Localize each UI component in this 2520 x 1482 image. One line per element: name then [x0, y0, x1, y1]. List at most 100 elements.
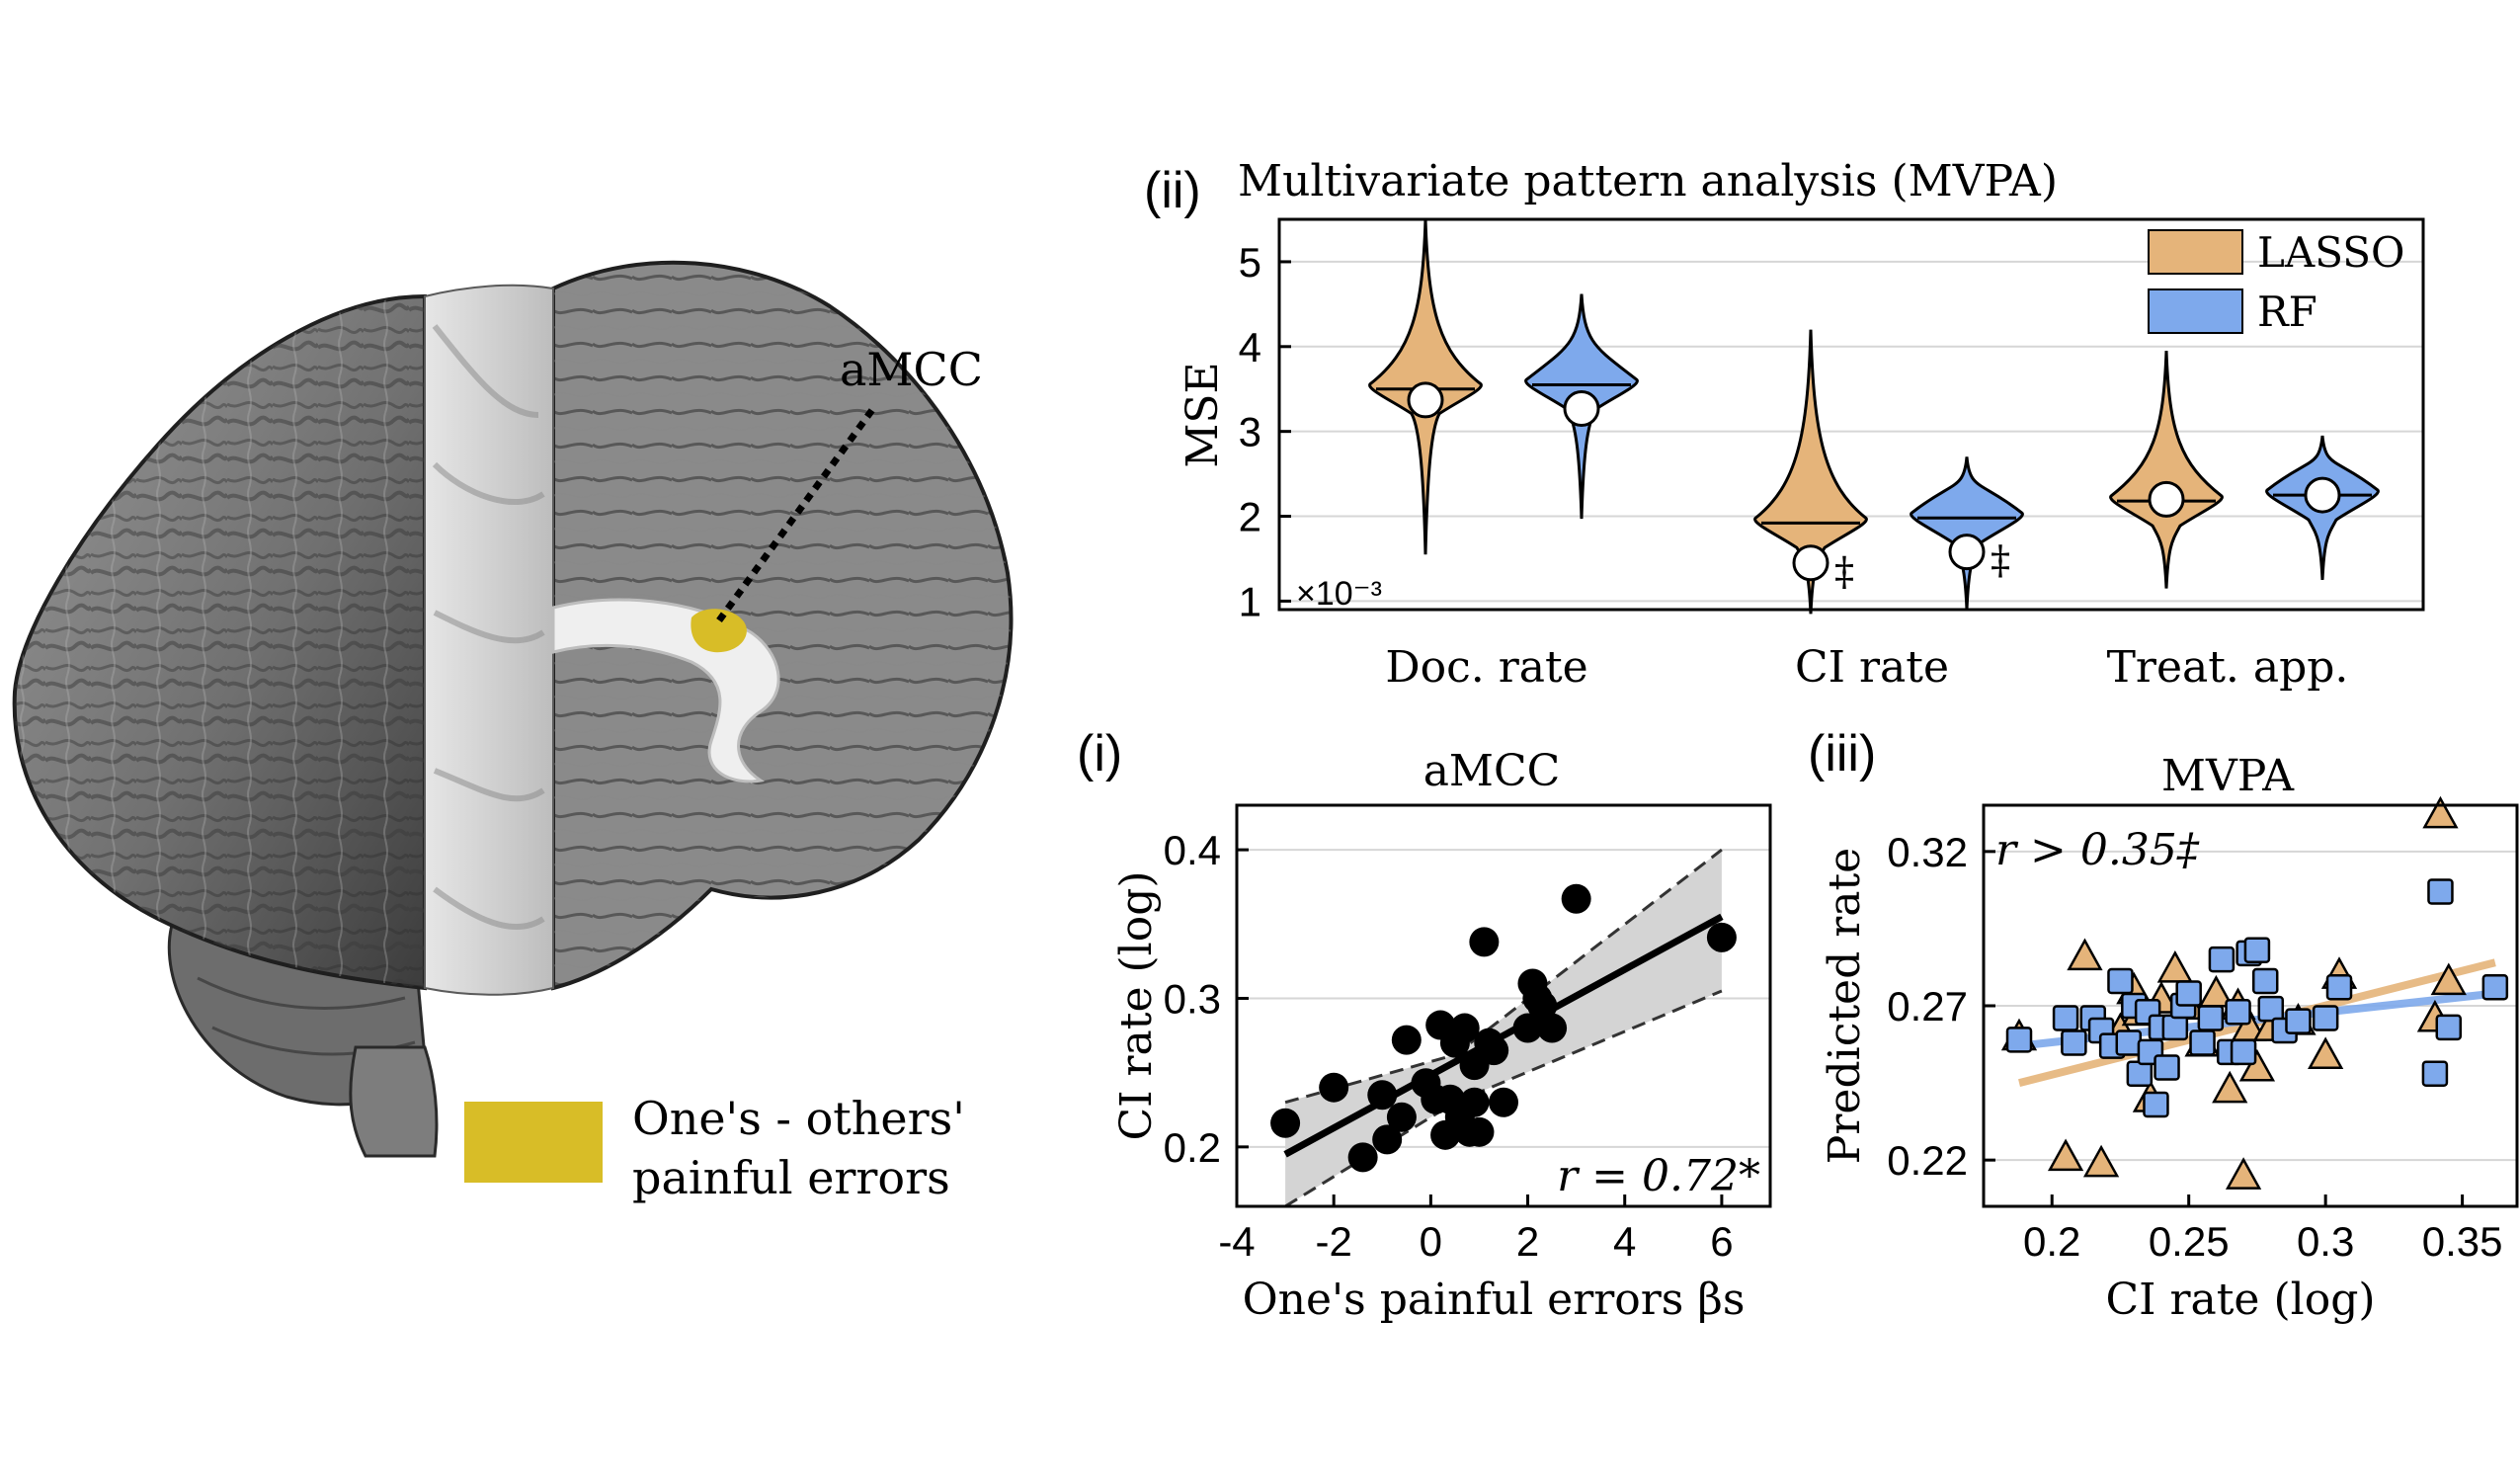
data-point-rf [2421, 1060, 2449, 1087]
regression-line [1283, 913, 1724, 1158]
amcc-scatter-x-ticks: -4 -2 0 2 4 6 [1218, 1194, 1734, 1265]
amcc-roi [691, 609, 747, 653]
amcc-scatter-y-ticks: 0.2 0.3 0.4 [1164, 827, 1249, 1171]
data-point-lasso [2422, 795, 2459, 829]
data-point [1270, 1108, 1301, 1138]
violin-y-tick-label: 3 [1239, 409, 1261, 455]
scatter-x-tick-label: 4 [1613, 1218, 1636, 1265]
data-point [1459, 1087, 1490, 1117]
scatter-x-tick-label: 0.35 [2422, 1218, 2503, 1265]
data-point-rf [2005, 1027, 2033, 1053]
scatter-x-tick-label: -4 [1218, 1218, 1255, 1265]
roi-legend-line2: painful errors [632, 1151, 950, 1204]
scatter-y-tick-label: 0.2 [1164, 1124, 1221, 1171]
significance-symbol: ‡ [1834, 549, 1854, 595]
scatter-y-tick-label: 0.3 [1164, 975, 1221, 1022]
data-point-lasso [2308, 1036, 2344, 1070]
data-point-lasso [2212, 1070, 2248, 1104]
violin-x-tick-label: Treat. app. [2107, 642, 2349, 693]
data-point-rf [2435, 1014, 2463, 1041]
violin-y-tick-label: 4 [1239, 324, 1261, 370]
data-point-rf [2175, 980, 2202, 1007]
scatter-x-tick-label: 0 [1420, 1218, 1442, 1265]
data-point-lasso [2430, 962, 2467, 996]
data-point [1449, 1013, 1480, 1043]
amcc-label: aMCC [840, 343, 983, 396]
amcc-scatter-title: aMCC [1423, 746, 1561, 796]
legend-swatch-rf [2148, 288, 2243, 334]
violin-rf [1910, 456, 2024, 611]
amcc-scatter-marks [1270, 848, 1737, 1208]
violin-x-tick-label: Doc. rate [1385, 642, 1587, 693]
data-point-rf [2115, 1029, 2143, 1056]
scatter-y-tick-label: 0.32 [1887, 829, 1968, 875]
data-point-rf [2243, 937, 2271, 964]
data-point-rf [2189, 1029, 2216, 1056]
legend-label-lasso: LASSO [2257, 228, 2404, 277]
legend-label-rf: RF [2257, 288, 2317, 336]
violin-x-tick-label: CI rate [1795, 642, 1949, 693]
data-point-rf [2225, 998, 2251, 1026]
violin-title: Multivariate pattern analysis (MVPA) [1238, 156, 2058, 206]
amcc-scatter-annotation: r = 0.72* [1557, 1151, 1760, 1201]
violin-marks: ‡ ‡ [1368, 218, 2380, 615]
violin-y-tick-label: 2 [1239, 494, 1261, 540]
data-point-rf [2161, 1014, 2189, 1041]
scatter-x-tick-label: 6 [1710, 1218, 1733, 1265]
true-model-mse-marker [2304, 476, 2341, 514]
data-point [1319, 1072, 1349, 1103]
violin-legend: LASSO RF [2148, 228, 2404, 336]
mvpa-scatter-y-ticks: 0.22 0.27 0.32 [1887, 829, 1995, 1184]
data-point-rf [2208, 946, 2235, 973]
amcc-scatter-xlabel: One's painful errors βs [1243, 1275, 1746, 1325]
violin-y-tick-label: 5 [1239, 239, 1261, 286]
violin-y-tick-label: 1 [1239, 578, 1261, 624]
data-point-rf [2312, 1005, 2339, 1031]
mvpa-scatter-title: MVPA [2161, 751, 2295, 801]
brain-cut-face [424, 284, 554, 996]
data-point-lasso [2047, 1138, 2084, 1172]
violin-lasso [1753, 329, 1868, 615]
data-point [1561, 883, 1591, 914]
violin-x-ticks: Doc. rate CI rate Treat. app. [1385, 642, 2348, 693]
data-point [1489, 1087, 1518, 1117]
data-point-lasso [2067, 938, 2103, 971]
data-point [1469, 927, 1500, 957]
data-point-rf [2427, 878, 2454, 905]
data-point [1372, 1124, 1403, 1155]
scatter-x-tick-label: 0.2 [2023, 1218, 2080, 1265]
mvpa-scatter-panel: (iii) MVPA 0.22 0.27 0.32 0.2 0.25 0.3 0.35 C… [1808, 725, 2519, 1325]
mvpa-scatter-ylabel: Predicted rate [1820, 848, 1870, 1164]
violin-lasso [2109, 351, 2224, 589]
scatter-x-tick-label: -2 [1316, 1218, 1352, 1265]
scatter-x-tick-label: 0.25 [2149, 1218, 2230, 1265]
data-point [1527, 991, 1558, 1021]
true-model-mse-marker [1948, 534, 1986, 571]
panel-label-ii: (ii) [1144, 162, 1201, 219]
scatter-y-tick-label: 0.27 [1887, 983, 1968, 1029]
data-point-lasso [2225, 1157, 2262, 1190]
scatter-x-tick-label: 2 [1516, 1218, 1539, 1265]
data-point [1391, 1025, 1422, 1055]
data-point [1386, 1102, 1417, 1132]
data-point [1479, 1035, 1509, 1066]
panel-label-iii: (iii) [1808, 725, 1876, 782]
data-point-rf [2061, 1029, 2087, 1056]
data-point-lasso [2238, 1048, 2276, 1082]
amcc-scatter-frame [1235, 803, 1772, 1208]
violin-y-ticks: 1 2 3 4 5 [1239, 239, 1291, 624]
scatter-y-tick-label: 0.22 [1887, 1137, 1968, 1184]
data-point [1367, 1080, 1398, 1111]
significance-symbol: ‡ [1991, 538, 2010, 584]
scatter-y-tick-label: 0.4 [1164, 827, 1221, 873]
scatter-x-tick-label: 0.3 [2297, 1218, 2354, 1265]
data-point-lasso [2156, 949, 2193, 983]
mvpa-scatter-marks [2000, 795, 2509, 1190]
data-point-rf [2107, 967, 2134, 995]
mvpa-scatter-annotation: r > 0.35‡ [1995, 825, 2200, 875]
panel-label-i: (i) [1077, 725, 1122, 782]
amcc-scatter-ylabel: CI rate (log) [1111, 870, 1162, 1140]
legend-swatch-lasso [2148, 229, 2243, 275]
data-point-lasso [2082, 1144, 2120, 1178]
